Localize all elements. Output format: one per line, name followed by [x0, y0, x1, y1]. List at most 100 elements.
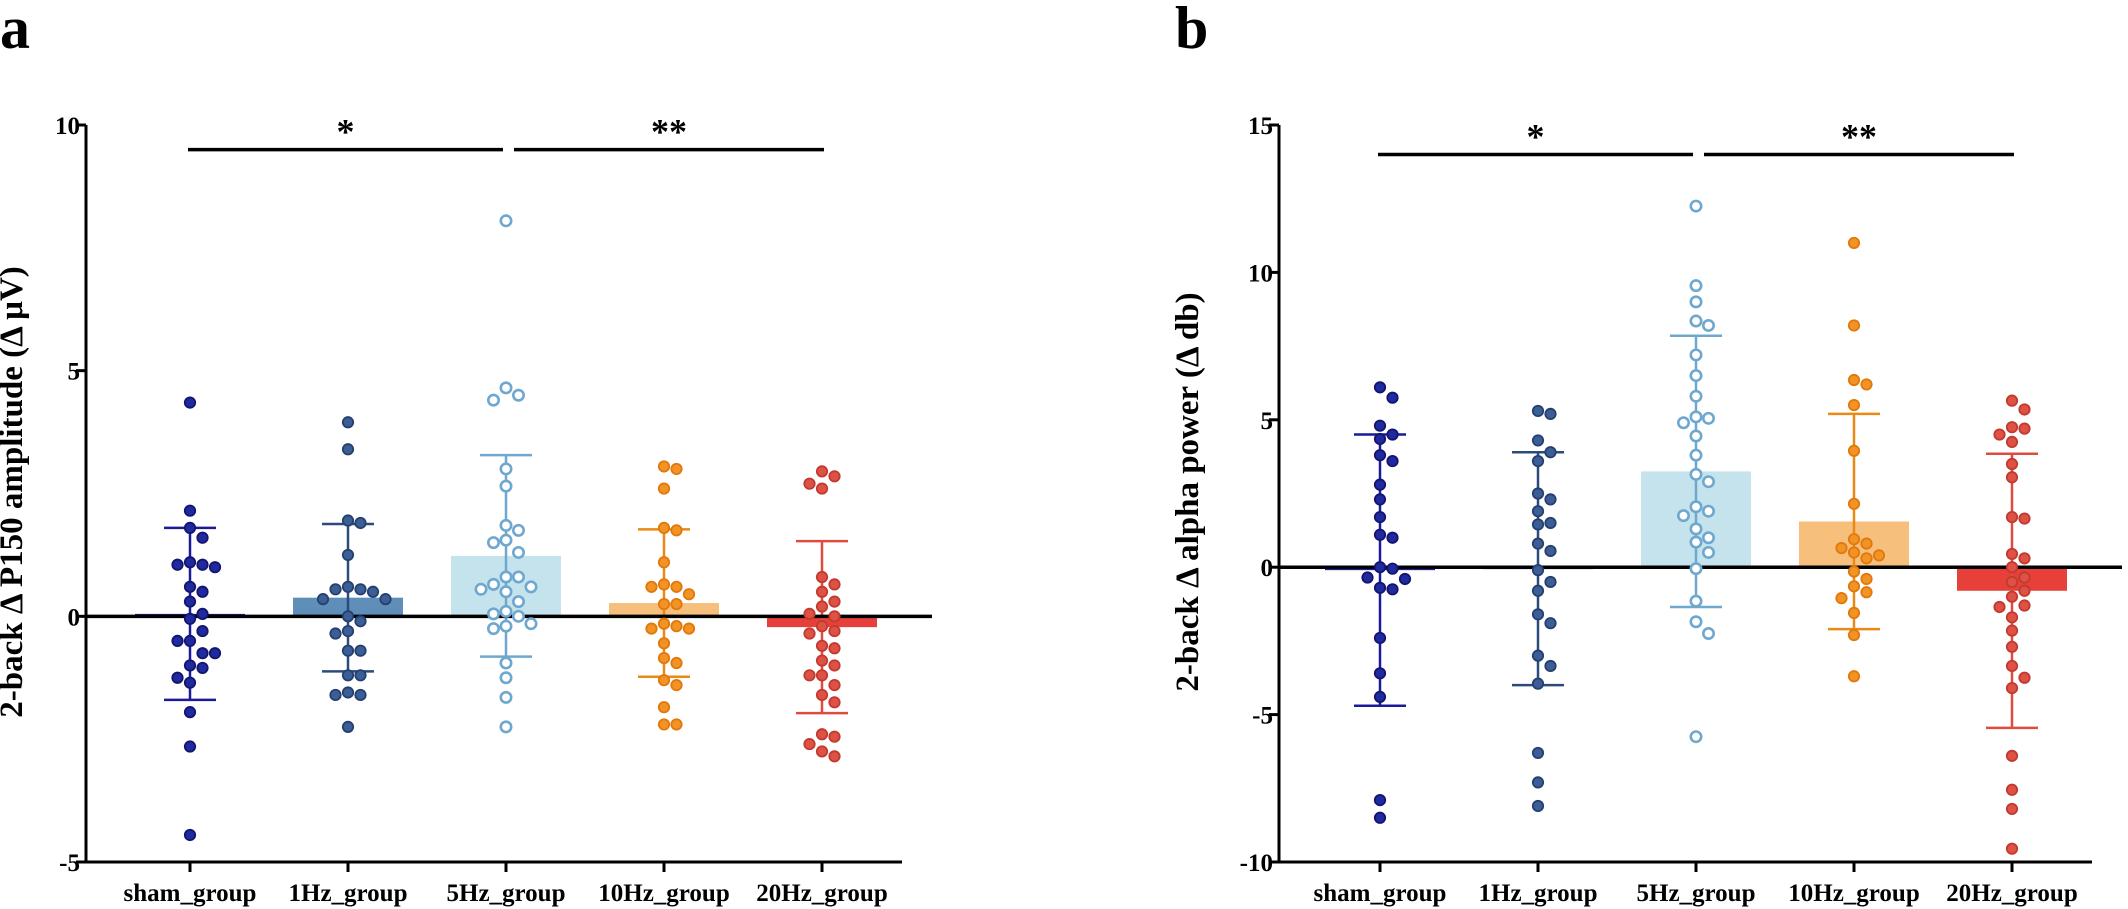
data-point: [499, 585, 513, 599]
data-point: [171, 671, 184, 684]
data-point: [1373, 561, 1387, 574]
data-point: [486, 536, 500, 550]
x-tick-label: 5Hz_group: [1637, 880, 1756, 907]
data-point: [1689, 279, 1703, 293]
data-point: [815, 570, 829, 584]
data-point: [2005, 435, 2019, 449]
data-point: [1847, 373, 1861, 387]
y-tick-label: 10: [1248, 260, 1273, 287]
data-point: [645, 622, 658, 635]
data-point: [499, 533, 513, 547]
data-point: [354, 644, 367, 657]
data-point: [1847, 565, 1861, 578]
data-point: [1689, 369, 1703, 383]
data-point: [183, 706, 197, 719]
data-point: [657, 482, 671, 495]
data-point: [657, 617, 671, 630]
data-point: [1386, 583, 1399, 596]
data-point: [1689, 467, 1703, 481]
data-point: [379, 593, 392, 606]
data-point: [2005, 421, 2019, 434]
data-point: [1872, 549, 1886, 562]
data-point: [499, 518, 513, 532]
data-point: [670, 524, 683, 537]
data-point: [1860, 586, 1873, 599]
panel-b-y-axis-label: 2-back Δ alpha power (Δ db): [1170, 292, 1206, 691]
data-point: [815, 482, 829, 495]
y-tick-label: 5: [68, 359, 81, 386]
data-point: [1531, 505, 1545, 518]
data-point: [511, 545, 525, 559]
data-point: [196, 647, 209, 660]
data-point: [828, 659, 841, 672]
data-point: [1373, 631, 1387, 645]
data-point: [1847, 606, 1861, 619]
data-point: [828, 642, 841, 655]
data-point: [341, 548, 355, 562]
y-tick-label: -5: [1252, 703, 1273, 730]
data-point: [828, 696, 841, 709]
data-point: [329, 688, 342, 702]
data-point: [1847, 533, 1861, 546]
data-point: [354, 688, 367, 702]
data-point: [1847, 546, 1861, 559]
data-point: [1702, 504, 1716, 518]
x-tick-label: 5Hz_group: [447, 880, 566, 907]
data-point: [1544, 446, 1557, 459]
data-point: [183, 659, 197, 672]
data-point: [2018, 403, 2031, 416]
data-point: [486, 577, 500, 591]
data-point: [1373, 793, 1387, 807]
data-point: [828, 610, 841, 623]
data-point: [670, 718, 683, 731]
data-point: [1531, 608, 1545, 621]
data-point: [1860, 552, 1873, 565]
data-point: [183, 612, 197, 625]
data-point: [1373, 528, 1387, 541]
data-point: [2018, 584, 2031, 597]
data-point: [354, 615, 367, 628]
data-point: [1531, 487, 1545, 500]
data-point: [354, 516, 367, 530]
y-tick-label: -5: [59, 850, 80, 877]
data-point: [2005, 659, 2019, 673]
data-point: [815, 654, 829, 667]
data-point: [682, 588, 696, 601]
data-point: [341, 720, 355, 733]
data-point: [196, 661, 209, 675]
data-point: [2018, 422, 2031, 435]
data-point: [1847, 580, 1861, 593]
data-point: [1544, 575, 1557, 589]
data-point: [366, 585, 380, 598]
data-point: [1544, 544, 1557, 558]
data-point: [341, 644, 355, 657]
data-point: [1386, 562, 1399, 575]
data-point: [1373, 419, 1387, 432]
data-point: [1373, 667, 1387, 680]
data-point: [2005, 802, 2019, 816]
data-point: [1702, 627, 1716, 641]
data-point: [183, 828, 197, 842]
data-point: [341, 624, 355, 638]
data-point: [1835, 592, 1848, 605]
data-point: [1398, 572, 1412, 586]
data-point: [2005, 640, 2019, 653]
data-point: [1847, 670, 1861, 683]
data-point: [208, 561, 222, 574]
data-point: [524, 617, 538, 631]
data-point: [1373, 432, 1387, 446]
data-point: [1847, 497, 1861, 510]
data-point: [474, 582, 488, 596]
data-point: [2005, 783, 2019, 796]
data-point: [171, 634, 184, 648]
data-point: [511, 595, 525, 609]
data-point: [1544, 493, 1557, 506]
data-point: [1689, 448, 1703, 462]
data-point: [511, 523, 525, 537]
data-point: [196, 558, 209, 571]
data-point: [670, 679, 683, 692]
x-tick-label: 1Hz_group: [289, 880, 408, 907]
data-point: [1386, 531, 1399, 544]
data-point: [1835, 541, 1848, 555]
data-point: [1677, 416, 1691, 430]
